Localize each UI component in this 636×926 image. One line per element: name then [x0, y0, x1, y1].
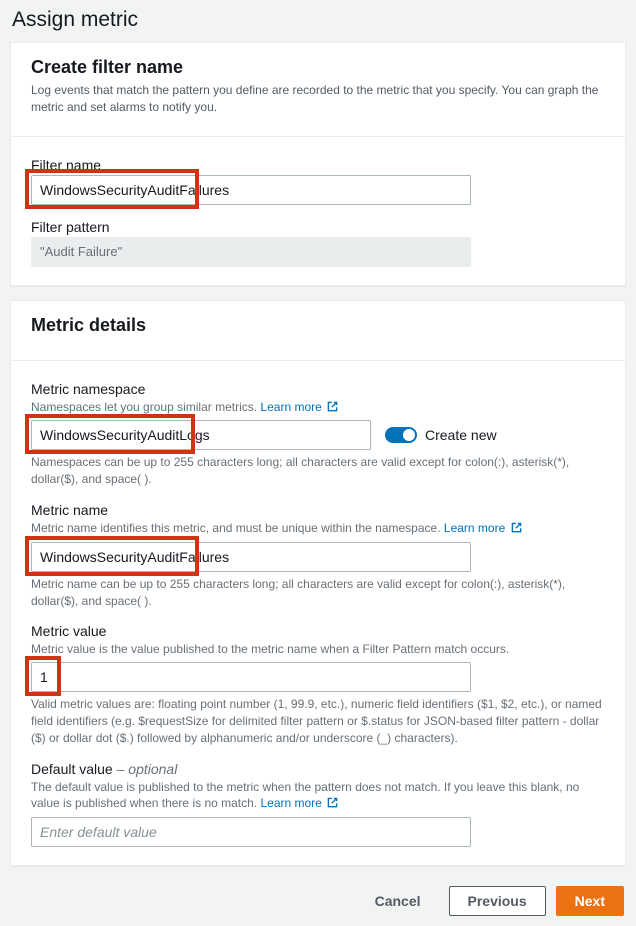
- page-title: Assign metric: [12, 8, 626, 32]
- filter-pattern-value: "Audit Failure": [31, 237, 471, 267]
- filter-pattern-label: Filter pattern: [31, 219, 605, 235]
- metric-name-help: Metric name identifies this metric, and …: [31, 521, 441, 535]
- namespace-hint: Namespaces can be up to 255 characters l…: [31, 454, 605, 488]
- metric-name-learn-more-link[interactable]: Learn more: [444, 521, 522, 535]
- namespace-input[interactable]: [31, 420, 371, 450]
- filter-panel-description: Log events that match the pattern you de…: [31, 82, 605, 116]
- external-link-icon: [327, 400, 338, 417]
- filter-panel: Create filter name Log events that match…: [10, 42, 626, 286]
- external-link-icon: [511, 521, 522, 538]
- metric-panel: Metric details Metric namespace Namespac…: [10, 300, 626, 867]
- metric-name-label: Metric name: [31, 502, 605, 518]
- external-link-icon: [327, 796, 338, 813]
- create-new-toggle[interactable]: [385, 427, 417, 443]
- create-new-toggle-label: Create new: [425, 427, 497, 443]
- metric-panel-heading: Metric details: [31, 315, 605, 336]
- previous-button[interactable]: Previous: [449, 886, 546, 916]
- next-button[interactable]: Next: [556, 886, 624, 916]
- namespace-learn-more-link[interactable]: Learn more: [260, 400, 338, 414]
- metric-value-hint: Valid metric values are: floating point …: [31, 696, 605, 746]
- default-value-input[interactable]: [31, 817, 471, 847]
- metric-value-input[interactable]: [31, 662, 471, 692]
- filter-panel-heading: Create filter name: [31, 57, 605, 78]
- metric-name-hint: Metric name can be up to 255 characters …: [31, 576, 605, 610]
- default-value-learn-more-link[interactable]: Learn more: [260, 796, 338, 810]
- namespace-label: Metric namespace: [31, 381, 605, 397]
- default-value-optional: – optional: [117, 761, 178, 777]
- filter-name-label: Filter name: [31, 157, 605, 173]
- metric-value-help: Metric value is the value published to t…: [31, 641, 605, 658]
- metric-value-label: Metric value: [31, 623, 605, 639]
- default-value-label: Default value: [31, 761, 113, 777]
- cancel-button[interactable]: Cancel: [357, 886, 439, 916]
- filter-name-input[interactable]: [31, 175, 471, 205]
- footer: Cancel Previous Next: [10, 880, 626, 916]
- metric-name-input[interactable]: [31, 542, 471, 572]
- namespace-help: Namespaces let you group similar metrics…: [31, 400, 257, 414]
